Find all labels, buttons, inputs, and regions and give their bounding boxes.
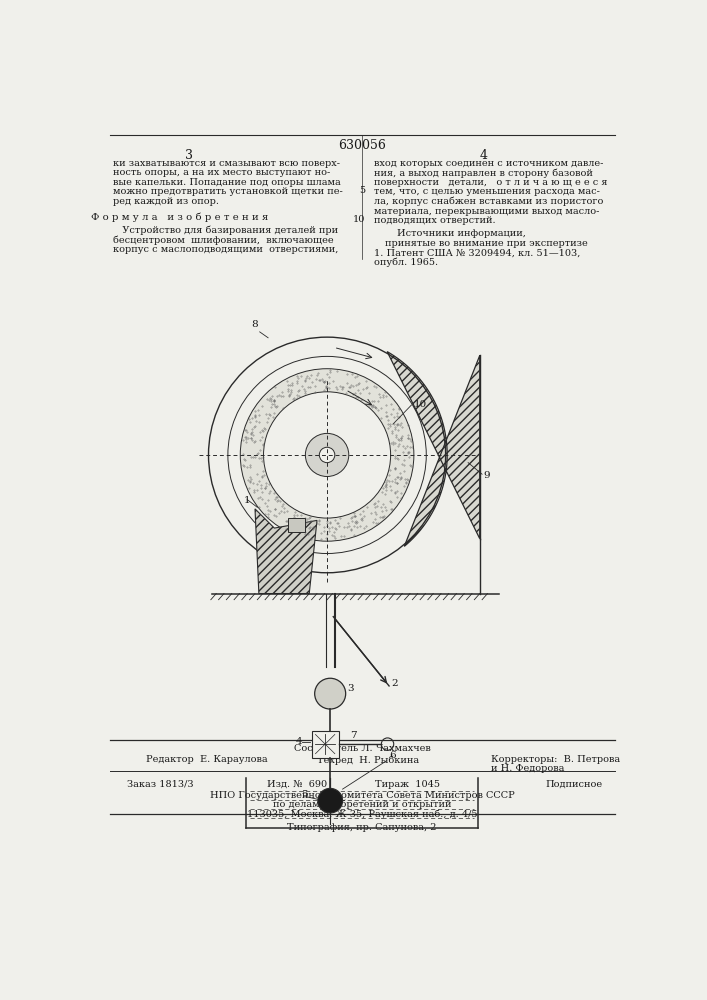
Text: материала, перекрывающими выход масло-: материала, перекрывающими выход масло-	[373, 207, 599, 216]
Text: 9: 9	[484, 471, 490, 480]
Text: Заказ 1813/3: Заказ 1813/3	[127, 780, 194, 789]
Text: можно предотвратить установкой щетки пе-: можно предотвратить установкой щетки пе-	[113, 187, 343, 196]
Text: 8: 8	[251, 320, 258, 329]
Polygon shape	[387, 352, 480, 546]
Text: подводящих отверстий.: подводящих отверстий.	[373, 216, 495, 225]
Text: 1: 1	[243, 496, 250, 505]
Text: 4: 4	[296, 737, 303, 746]
Text: Типография, пр. Сапунова, 2: Типография, пр. Сапунова, 2	[287, 823, 437, 832]
Text: 630056: 630056	[338, 139, 386, 152]
Circle shape	[320, 447, 335, 463]
Text: и Н. Федорова: и Н. Федорова	[491, 764, 565, 773]
Text: Ф о р м у л а   и з о б р е т е н и я: Ф о р м у л а и з о б р е т е н и я	[91, 213, 269, 222]
Text: вход которых соединен с источником давле-: вход которых соединен с источником давле…	[373, 158, 603, 167]
Text: корпус с маслоподводящими  отверстиями,: корпус с маслоподводящими отверстиями,	[113, 245, 339, 254]
Text: 2: 2	[392, 679, 398, 688]
Text: Устройство для базирования деталей при: Устройство для базирования деталей при	[113, 226, 339, 235]
Text: 1. Патент США № 3209494, кл. 51—103,: 1. Патент США № 3209494, кл. 51—103,	[373, 248, 580, 257]
Bar	[312, 731, 339, 758]
Text: ред каждой из опор.: ред каждой из опор.	[113, 197, 219, 206]
Text: 113035, Москва, Ж-35, Раушская наб., д. 4/5: 113035, Москва, Ж-35, Раушская наб., д. …	[247, 809, 477, 819]
Text: ность опоры, а на их место выступают но-: ность опоры, а на их место выступают но-	[113, 168, 330, 177]
Circle shape	[317, 788, 343, 813]
Text: ки захватываются и смазывают всю поверх-: ки захватываются и смазывают всю поверх-	[113, 158, 340, 167]
Text: опубл. 1965.: опубл. 1965.	[373, 258, 438, 267]
Text: 3: 3	[347, 684, 354, 693]
Text: ния, а выход направлен в сторону базовой: ния, а выход направлен в сторону базовой	[373, 168, 592, 178]
Text: Подписное: Подписное	[546, 780, 603, 789]
Text: Составитель Л. Чахмахчев: Составитель Л. Чахмахчев	[293, 744, 431, 753]
Text: поверхности   детали,   о т л и ч а ю щ е е с я: поверхности детали, о т л и ч а ю щ е е …	[373, 178, 607, 187]
Text: 3: 3	[185, 149, 193, 162]
Text: 4: 4	[479, 149, 488, 162]
Text: принятые во внимание при экспертизе: принятые во внимание при экспертизе	[385, 239, 588, 248]
Text: бесцентровом  шлифовании,  включающее: бесцентровом шлифовании, включающее	[113, 235, 334, 245]
Text: Изд. №  690: Изд. № 690	[267, 780, 327, 789]
Text: Редактор  Е. Караулова: Редактор Е. Караулова	[146, 755, 268, 764]
Text: Корректоры:  В. Петрова: Корректоры: В. Петрова	[491, 755, 621, 764]
Text: вые капельки. Попадание под опоры шлама: вые капельки. Попадание под опоры шлама	[113, 178, 341, 187]
Polygon shape	[255, 509, 317, 594]
Text: НПО Государственного комитета Совета Министров СССР: НПО Государственного комитета Совета Мин…	[209, 791, 514, 800]
Text: 10: 10	[353, 215, 365, 224]
Text: Источники информации,: Источники информации,	[397, 229, 526, 238]
Text: 5: 5	[300, 790, 308, 799]
Text: 6: 6	[389, 751, 396, 760]
Text: Техред  Н. Рыбкина: Техред Н. Рыбкина	[317, 755, 419, 765]
Circle shape	[240, 369, 414, 541]
Circle shape	[305, 433, 349, 477]
Circle shape	[315, 678, 346, 709]
Text: тем, что, с целью уменьшения расхода мас-: тем, что, с целью уменьшения расхода мас…	[373, 187, 600, 196]
Text: 5: 5	[359, 186, 365, 195]
Circle shape	[264, 392, 391, 518]
Bar	[288, 518, 305, 532]
Text: 10: 10	[414, 400, 427, 409]
Text: ла, корпус снабжен вставками из пористого: ла, корпус снабжен вставками из пористог…	[373, 197, 603, 207]
Text: Тираж  1045: Тираж 1045	[375, 780, 440, 789]
Text: по делам изобретений и открытий: по делам изобретений и открытий	[273, 800, 451, 809]
Text: 7: 7	[351, 731, 357, 740]
